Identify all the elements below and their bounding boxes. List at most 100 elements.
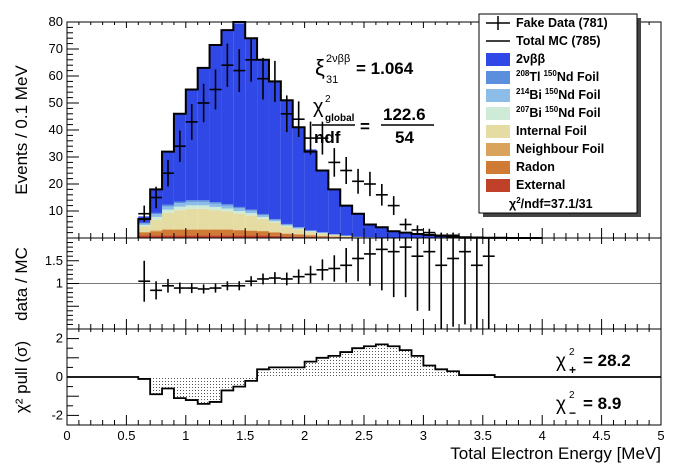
top-y-axis: 10 20 30 40 50 60 70 80: [49, 14, 79, 239]
stack-bar: [245, 215, 258, 231]
xi-annotation: ξ 2νββ 31 = 1.064: [315, 53, 414, 86]
stack-bar: [150, 235, 163, 238]
stack-bar: [233, 206, 246, 209]
stack-bar: [138, 235, 151, 238]
chi-minus-annotation: χ 2 − = 8.9: [556, 390, 621, 420]
stack-bar: [197, 205, 210, 209]
pull-histogram: [67, 343, 661, 405]
stack-bar: [162, 209, 174, 213]
stack-bar: [280, 236, 293, 238]
pull-bar: [173, 377, 186, 399]
pull-bar: [138, 377, 151, 379]
stack-bar: [173, 206, 186, 211]
legend: Fake Data (781) Total MC (785) 2νββ 208T…: [478, 13, 641, 217]
ratio-y-title: data / MC: [12, 247, 31, 321]
stack-bar: [221, 229, 234, 236]
stack-bar: [280, 226, 293, 234]
stack-bar: [245, 209, 258, 211]
stack-bar: [245, 213, 258, 216]
stack-bar: [138, 223, 151, 226]
stack-bar: [257, 235, 269, 238]
stack-bar: [173, 201, 186, 204]
pull-bar: [328, 355, 341, 377]
stack-bar: [257, 218, 269, 231]
legend-bi207: 207Bi 150Nd Foil: [516, 105, 601, 120]
stack-bar: [209, 229, 222, 236]
stack-bar: [340, 236, 353, 238]
pull-bar: [316, 357, 329, 377]
stack-bar: [352, 236, 364, 238]
x-tick-label: 4: [539, 428, 546, 443]
stack-bar: [138, 232, 151, 236]
pull-bar: [280, 367, 293, 377]
stack-bar: [197, 229, 210, 236]
ratio-x-ticks: [66, 238, 662, 329]
stack-bar: [328, 189, 341, 235]
stack-bar: [162, 235, 174, 238]
pull-bar: [352, 348, 364, 377]
stack-bar: [233, 230, 246, 236]
legend-tl208: 208Tl 150Nd Foil: [516, 69, 599, 84]
chi-global-equals: =: [360, 117, 370, 136]
pull-bar: [292, 367, 305, 377]
stack-bar: [233, 23, 246, 207]
stack-bar: [185, 235, 198, 238]
pull-bar: [387, 346, 400, 377]
chi-global-numerator: 122.6: [383, 105, 426, 124]
stack-bar: [245, 230, 258, 236]
x-tick-label: 4.5: [593, 428, 611, 443]
stack-bar: [257, 216, 269, 219]
stack-bar: [209, 235, 222, 238]
stack-bar: [233, 213, 246, 230]
stack-bar: [209, 44, 222, 203]
stack-bar: [221, 235, 234, 238]
stack-bar: [162, 212, 174, 230]
legend-swatch-bi214: [486, 89, 510, 102]
top-y-tick-label: 50: [49, 95, 63, 110]
stack-bar: [304, 231, 317, 232]
pull-bar: [150, 377, 163, 395]
stack-bar: [292, 229, 305, 235]
chi-minus-value: = 8.9: [583, 394, 621, 413]
stack-bar: [185, 229, 198, 230]
stack-bar: [411, 233, 424, 238]
stack-bar: [173, 210, 186, 230]
top-y-tick-label: 10: [49, 203, 63, 218]
legend-total-mc: Total MC (785): [516, 34, 601, 48]
stack-bar: [197, 201, 210, 206]
stack-bar: [150, 214, 163, 217]
stack-bar: [150, 212, 163, 215]
pull-bar: [423, 365, 436, 377]
pull-bar: [411, 355, 424, 377]
xi-superscript: 2νββ: [326, 53, 350, 65]
legend-swatch-external: [486, 179, 510, 192]
x-tick-label: 0.5: [117, 428, 135, 443]
stack-bar: [304, 231, 317, 236]
stack-bar: [268, 222, 281, 233]
stack-bar: [162, 204, 174, 207]
stack-bar: [268, 232, 281, 236]
pull-bar: [221, 377, 234, 391]
chi-plus-value: = 28.2: [583, 351, 631, 370]
x-axis-title: Total Electron Energy [MeV]: [450, 444, 661, 463]
stack-bar: [209, 229, 222, 230]
stack-bar: [268, 81, 281, 220]
stack-bar: [257, 230, 269, 232]
legend-bi214: 214Bi 150Nd Foil: [516, 87, 601, 102]
chi-global-subscript: global: [325, 113, 355, 124]
stack-bar: [197, 235, 210, 238]
stack-bar: [221, 30, 234, 205]
top-y-tick-label: 80: [49, 14, 63, 29]
stack-bar: [292, 228, 305, 230]
legend-fake-data: Fake Data (781): [516, 16, 608, 30]
chi-global-annotation: χ 2 global ndf = 122.6 54: [312, 94, 434, 147]
stack-bar: [423, 235, 436, 238]
x-tick-label: 2: [301, 428, 308, 443]
legend-swatch-bi207: [486, 107, 510, 120]
stack-bar: [209, 206, 222, 211]
pull-y-tick-label: -2: [51, 407, 63, 422]
stack-bar: [138, 222, 151, 224]
chi-global-ndf: ndf: [314, 128, 341, 147]
stack-bar: [245, 210, 258, 214]
stack-bar: [209, 210, 222, 230]
